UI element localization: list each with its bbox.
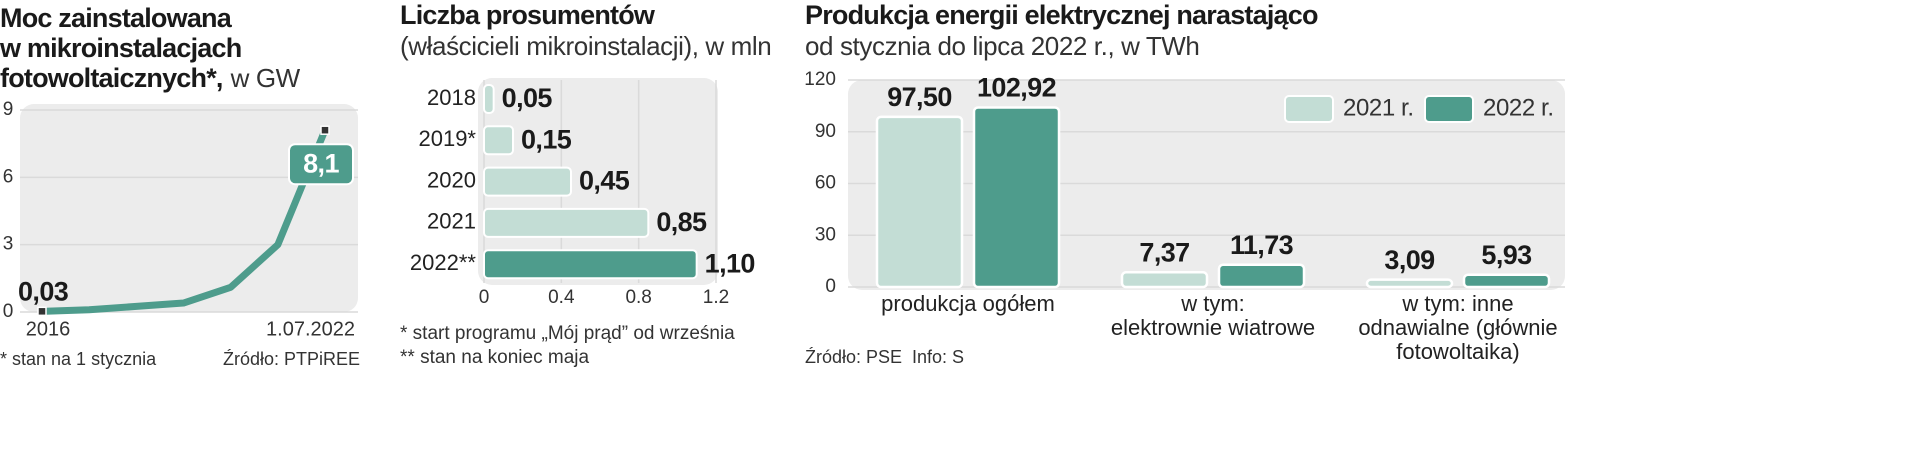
chart-subtitle: (właścicieli mikroinstalacji), w mln (400, 31, 771, 61)
value-label-box (288, 143, 354, 186)
chart-title: w mikroinstalacjach (0, 33, 241, 63)
x-tick-label: 0.8 (625, 287, 651, 308)
chart-title: fotowoltaicznych*, (0, 63, 223, 93)
y-tick-label: 120 (804, 69, 836, 90)
value-label: 5,93 (1481, 240, 1532, 270)
value-label: 0,05 (502, 83, 553, 113)
plot-background (20, 104, 358, 312)
value-label: 11,73 (1230, 230, 1294, 260)
bar (972, 106, 1061, 289)
bar (1120, 271, 1209, 289)
value-label: 3,09 (1384, 245, 1435, 275)
source: Źródło: PSE (805, 347, 902, 367)
x-tick-label: 1.07.2022 (266, 318, 355, 340)
bar (483, 84, 495, 114)
value-label: 97,50 (887, 82, 952, 112)
bar (875, 115, 964, 289)
y-tick-label: 60 (815, 173, 836, 194)
footnote: * stan na 1 stycznia (0, 349, 157, 369)
bar (483, 166, 572, 197)
y-tick-label: 0 (825, 276, 836, 297)
footnote: ** stan na koniec maja (400, 347, 589, 368)
bar (1217, 263, 1306, 289)
bar (1365, 278, 1454, 289)
line (38, 126, 329, 315)
credit: Info: S (912, 347, 964, 367)
x-tick-label: w tym: (1180, 291, 1245, 316)
legend-swatch (1284, 95, 1334, 123)
y-tick-label: 90 (815, 121, 836, 142)
y-tick-label: 6 (3, 166, 14, 187)
value-label: 0,15 (521, 124, 572, 154)
chart-subtitle: od stycznia do lipca 2022 r., w TWh (805, 31, 1200, 61)
x-tick-label: 2016 (26, 318, 71, 340)
source: Źródło: PTPiREE (223, 349, 360, 369)
footnote: * start programu „Mój prąd” od września (400, 323, 735, 344)
y-tick-label: 2022** (410, 250, 477, 275)
y-tick-label: 0 (3, 301, 14, 322)
x-tick-label: elektrownie wiatrowe (1111, 315, 1315, 340)
bar (1462, 273, 1551, 289)
chart-title: Produkcja energii elektrycznej narastają… (805, 0, 1318, 30)
chart-title: Liczba prosumentów (400, 0, 656, 30)
bar (483, 125, 514, 156)
point-marker (37, 306, 47, 317)
legend-swatch (1424, 95, 1474, 123)
chart-unit: w GW (230, 63, 301, 93)
legend-label: 2021 r. (1343, 94, 1414, 121)
x-tick-label: 0.4 (548, 287, 575, 308)
value-label: 0,85 (656, 207, 707, 237)
chart-title: Moc zainstalowana (0, 3, 233, 33)
bar (483, 249, 698, 280)
y-tick-label: 9 (3, 99, 14, 120)
bar (483, 207, 650, 238)
value-label: 8,1 (303, 148, 339, 178)
legend-label: 2022 r. (1483, 94, 1554, 121)
y-tick-label: 30 (815, 224, 836, 245)
value-label: 1,10 (705, 248, 755, 278)
y-tick-label: 2018 (427, 85, 476, 110)
x-tick-label: 0 (479, 287, 490, 308)
x-tick-label: 1.2 (703, 287, 729, 308)
x-tick-label: w tym: inne (1401, 291, 1513, 316)
x-tick-label: produkcja ogółem (881, 291, 1055, 316)
value-label: 0,03 (18, 276, 69, 306)
y-tick-label: 2021 (427, 209, 476, 234)
y-tick-label: 2019* (418, 126, 476, 151)
point-marker (320, 125, 330, 135)
value-label: 7,37 (1139, 237, 1189, 267)
y-tick-label: 3 (3, 234, 14, 255)
value-label: 102,92 (977, 73, 1056, 103)
value-label: 0,45 (579, 166, 630, 196)
x-tick-label: odnawialne (głównie (1358, 315, 1557, 340)
x-tick-label: fotowoltaika) (1396, 339, 1520, 364)
y-tick-label: 2020 (427, 167, 476, 192)
